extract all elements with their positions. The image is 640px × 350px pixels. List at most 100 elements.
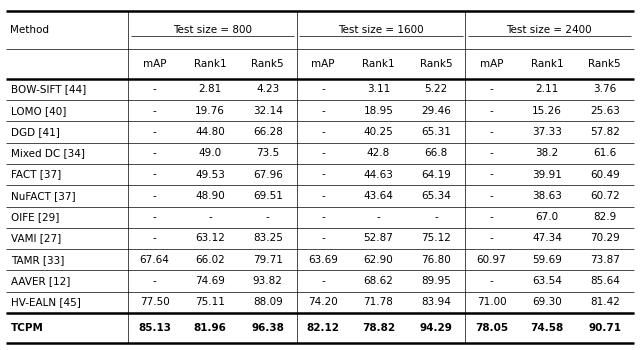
Text: -: - — [153, 106, 157, 116]
Text: 43.64: 43.64 — [364, 191, 394, 201]
Text: 63.12: 63.12 — [195, 233, 225, 244]
Text: 61.6: 61.6 — [593, 148, 616, 158]
Text: 76.80: 76.80 — [421, 255, 451, 265]
Text: FACT [37]: FACT [37] — [11, 169, 61, 180]
Text: -: - — [321, 106, 325, 116]
Text: 88.09: 88.09 — [253, 298, 283, 307]
Text: -: - — [376, 212, 380, 222]
Text: DGD [41]: DGD [41] — [11, 127, 60, 137]
Text: -: - — [266, 212, 269, 222]
Text: 49.53: 49.53 — [195, 169, 225, 180]
Text: 67.96: 67.96 — [253, 169, 283, 180]
Text: 38.63: 38.63 — [532, 191, 562, 201]
Text: 77.50: 77.50 — [140, 298, 170, 307]
Text: 19.76: 19.76 — [195, 106, 225, 116]
Text: 60.72: 60.72 — [590, 191, 620, 201]
Text: 52.87: 52.87 — [364, 233, 394, 244]
Text: -: - — [208, 212, 212, 222]
Text: 64.19: 64.19 — [421, 169, 451, 180]
Text: Test size = 800: Test size = 800 — [173, 25, 252, 35]
Text: Rank5: Rank5 — [420, 59, 452, 69]
Text: 65.34: 65.34 — [421, 191, 451, 201]
Text: -: - — [153, 276, 157, 286]
Text: -: - — [321, 212, 325, 222]
Text: -: - — [153, 84, 157, 94]
Text: 71.78: 71.78 — [364, 298, 394, 307]
Text: 42.8: 42.8 — [367, 148, 390, 158]
Text: 67.64: 67.64 — [140, 255, 170, 265]
Text: OIFE [29]: OIFE [29] — [11, 212, 60, 222]
Text: 3.76: 3.76 — [593, 84, 616, 94]
Text: -: - — [321, 233, 325, 244]
Text: 29.46: 29.46 — [421, 106, 451, 116]
Text: 79.71: 79.71 — [253, 255, 283, 265]
Text: Rank5: Rank5 — [252, 59, 284, 69]
Text: TAMR [33]: TAMR [33] — [11, 255, 64, 265]
Text: NuFACT [37]: NuFACT [37] — [11, 191, 76, 201]
Text: -: - — [321, 84, 325, 94]
Text: mAP: mAP — [480, 59, 503, 69]
Text: Rank1: Rank1 — [194, 59, 227, 69]
Text: -: - — [490, 212, 493, 222]
Text: 93.82: 93.82 — [253, 276, 283, 286]
Text: -: - — [321, 276, 325, 286]
Text: -: - — [490, 106, 493, 116]
Text: 74.20: 74.20 — [308, 298, 338, 307]
Text: 4.23: 4.23 — [256, 84, 280, 94]
Text: 66.8: 66.8 — [424, 148, 448, 158]
Text: 40.25: 40.25 — [364, 127, 394, 137]
Text: 69.51: 69.51 — [253, 191, 283, 201]
Text: -: - — [490, 169, 493, 180]
Text: 70.29: 70.29 — [590, 233, 620, 244]
Text: 67.0: 67.0 — [536, 212, 559, 222]
Text: 94.29: 94.29 — [420, 323, 452, 333]
Text: 75.12: 75.12 — [421, 233, 451, 244]
Text: -: - — [153, 127, 157, 137]
Text: 44.63: 44.63 — [364, 169, 394, 180]
Text: 85.64: 85.64 — [590, 276, 620, 286]
Text: 37.33: 37.33 — [532, 127, 562, 137]
Text: -: - — [321, 169, 325, 180]
Text: Rank1: Rank1 — [531, 59, 563, 69]
Text: 90.71: 90.71 — [588, 323, 621, 333]
Text: VAMI [27]: VAMI [27] — [11, 233, 61, 244]
Text: -: - — [490, 84, 493, 94]
Text: 66.02: 66.02 — [195, 255, 225, 265]
Text: 62.90: 62.90 — [364, 255, 394, 265]
Text: 71.00: 71.00 — [477, 298, 506, 307]
Text: -: - — [153, 233, 157, 244]
Text: 83.25: 83.25 — [253, 233, 283, 244]
Text: 47.34: 47.34 — [532, 233, 562, 244]
Text: 44.80: 44.80 — [195, 127, 225, 137]
Text: -: - — [490, 276, 493, 286]
Text: 57.82: 57.82 — [590, 127, 620, 137]
Text: LOMO [40]: LOMO [40] — [11, 106, 67, 116]
Text: 68.62: 68.62 — [364, 276, 394, 286]
Text: -: - — [321, 191, 325, 201]
Text: 85.13: 85.13 — [138, 323, 171, 333]
Text: 96.38: 96.38 — [252, 323, 284, 333]
Text: 25.63: 25.63 — [590, 106, 620, 116]
Text: 60.97: 60.97 — [477, 255, 506, 265]
Text: 83.94: 83.94 — [421, 298, 451, 307]
Text: Rank5: Rank5 — [588, 59, 621, 69]
Text: mAP: mAP — [312, 59, 335, 69]
Text: 78.05: 78.05 — [475, 323, 508, 333]
Text: 73.5: 73.5 — [256, 148, 280, 158]
Text: TCPM: TCPM — [11, 323, 44, 333]
Text: -: - — [490, 127, 493, 137]
Text: Test size = 1600: Test size = 1600 — [338, 25, 424, 35]
Text: mAP: mAP — [143, 59, 166, 69]
Text: -: - — [153, 212, 157, 222]
Text: 38.2: 38.2 — [535, 148, 559, 158]
Text: 2.11: 2.11 — [535, 84, 559, 94]
Text: -: - — [490, 233, 493, 244]
Text: Test size = 2400: Test size = 2400 — [506, 25, 592, 35]
Text: 59.69: 59.69 — [532, 255, 562, 265]
Text: 5.22: 5.22 — [424, 84, 448, 94]
Text: 66.28: 66.28 — [253, 127, 283, 137]
Text: -: - — [153, 148, 157, 158]
Text: 60.49: 60.49 — [590, 169, 620, 180]
Text: 48.90: 48.90 — [195, 191, 225, 201]
Text: -: - — [153, 191, 157, 201]
